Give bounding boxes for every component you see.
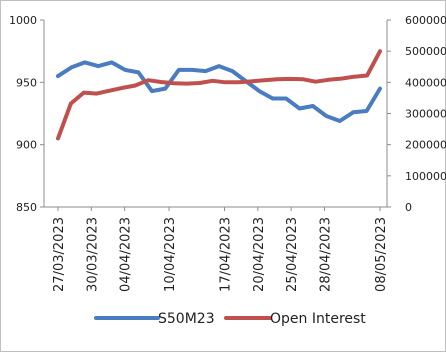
- left-tick-label: 900: [16, 139, 37, 152]
- right-tick-label: 0: [405, 201, 412, 214]
- left-tick-label: 1000: [9, 14, 37, 27]
- left-tick-label: 850: [16, 201, 37, 214]
- right-tick-label: 200000: [405, 139, 446, 152]
- series-line-1: [56, 49, 382, 141]
- right-tick-label: 400000: [405, 76, 446, 89]
- x-tick-label: 27/03/2023: [52, 217, 67, 292]
- series-line-0: [56, 60, 382, 123]
- x-tick-label: 17/04/2023: [219, 217, 234, 292]
- legend-label-1: Open Interest: [270, 311, 366, 327]
- x-tick-label: 08/05/2023: [374, 217, 389, 292]
- x-tick-label: 28/04/2023: [318, 217, 333, 292]
- x-tick-label: 25/04/2023: [285, 217, 300, 292]
- right-tick-label: 100000: [405, 170, 446, 183]
- right-tick-label: 500000: [405, 45, 446, 58]
- legend-label-0: S50M23: [158, 311, 215, 327]
- x-tick-label: 10/04/2023: [163, 217, 178, 292]
- x-tick-label: 30/03/2023: [85, 217, 100, 292]
- series-lines: [56, 49, 382, 141]
- x-tick-label: 04/04/2023: [119, 217, 134, 292]
- x-tick-label: 20/04/2023: [252, 217, 267, 292]
- left-tick-label: 950: [16, 76, 37, 89]
- axes: 850 900 950 1000 0 100000 200000 300000 400000 50…: [9, 14, 446, 292]
- right-tick-label: 600000: [405, 14, 446, 27]
- right-tick-label: 300000: [405, 108, 446, 121]
- legend: S50M23 Open Interest: [94, 311, 366, 327]
